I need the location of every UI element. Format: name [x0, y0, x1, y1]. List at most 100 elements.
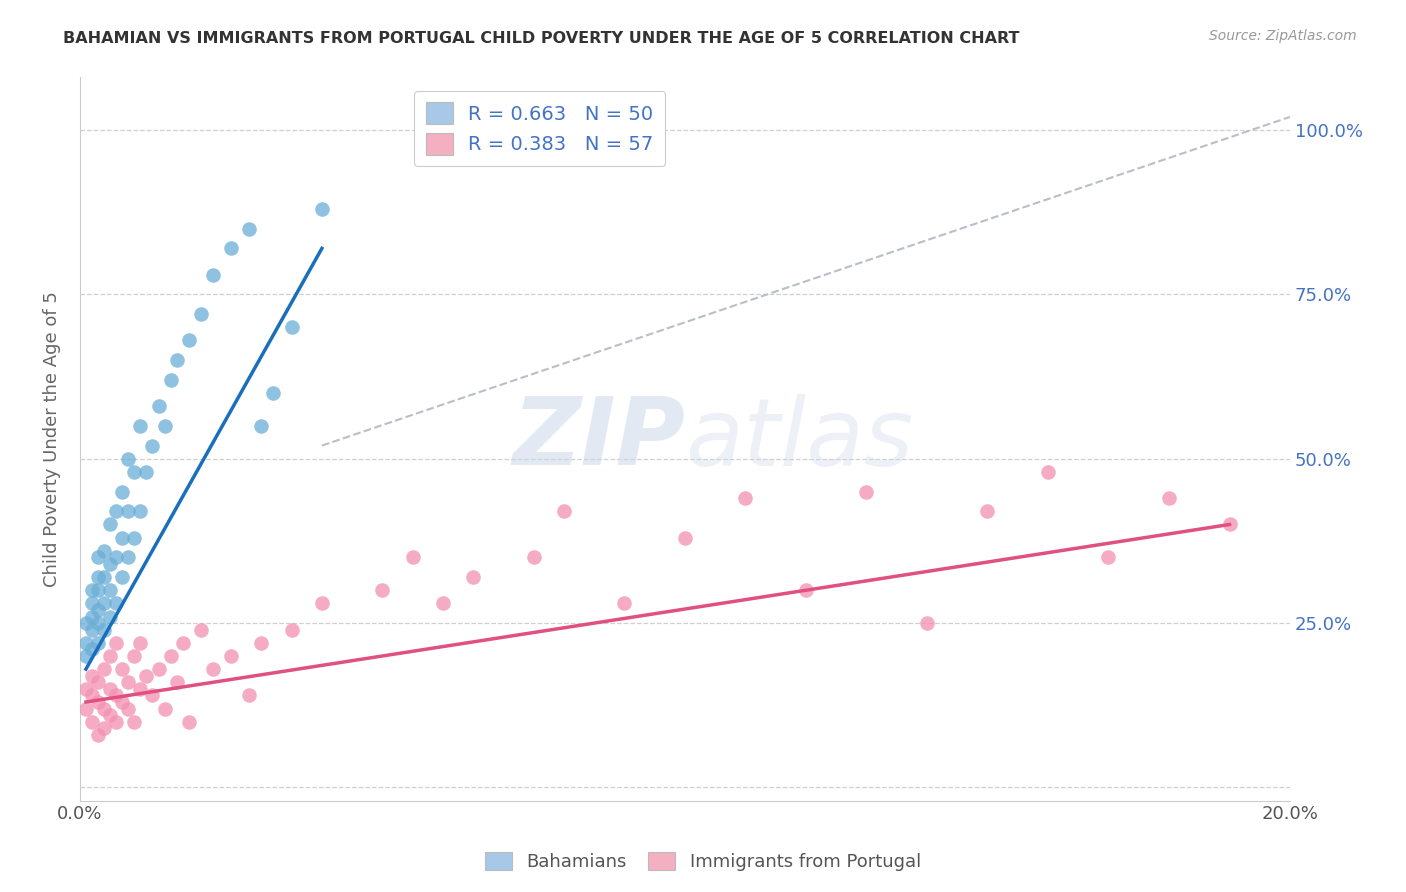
Point [80, 669, 103, 683]
Point [98, 681, 121, 696]
Point [124, 465, 146, 479]
Point [93, 662, 115, 676]
Point [250, 636, 273, 650]
Point [153, 701, 176, 715]
Point [117, 451, 139, 466]
Point [190, 623, 212, 637]
Point [280, 320, 302, 334]
Point [219, 241, 242, 255]
Point [75, 701, 97, 715]
Point [401, 550, 423, 565]
Legend: Bahamians, Immigrants from Portugal: Bahamians, Immigrants from Portugal [478, 845, 928, 879]
Point [915, 616, 938, 631]
Point [976, 504, 998, 518]
Text: Source: ZipAtlas.com: Source: ZipAtlas.com [1209, 29, 1357, 43]
Point [111, 484, 134, 499]
Point [190, 307, 212, 321]
Point [129, 681, 152, 696]
Point [141, 689, 163, 703]
Point [87, 603, 110, 617]
Point [263, 386, 285, 401]
Text: BAHAMIAN VS IMMIGRANTS FROM PORTUGAL CHILD POVERTY UNDER THE AGE OF 5 CORRELATIO: BAHAMIAN VS IMMIGRANTS FROM PORTUGAL CHI… [63, 31, 1019, 46]
Point [238, 221, 260, 235]
Point [93, 721, 115, 735]
Point [98, 557, 121, 571]
Text: atlas: atlas [685, 393, 912, 484]
Point [87, 695, 110, 709]
Point [93, 623, 115, 637]
Point [219, 648, 242, 663]
Point [1097, 550, 1119, 565]
Point [87, 550, 110, 565]
Point [87, 583, 110, 598]
Point [111, 570, 134, 584]
Point [159, 373, 181, 387]
Point [105, 504, 128, 518]
Point [135, 669, 157, 683]
Point [129, 418, 152, 433]
Point [105, 714, 128, 729]
Point [87, 636, 110, 650]
Legend: R = 0.663   N = 50, R = 0.383   N = 57: R = 0.663 N = 50, R = 0.383 N = 57 [413, 91, 665, 166]
Text: ZIP: ZIP [512, 393, 685, 485]
Point [153, 418, 176, 433]
Point [87, 728, 110, 742]
Point [93, 543, 115, 558]
Point [87, 570, 110, 584]
Point [98, 648, 121, 663]
Point [111, 531, 134, 545]
Point [1157, 491, 1180, 506]
Point [135, 465, 157, 479]
Point [80, 689, 103, 703]
Point [80, 609, 103, 624]
Point [311, 202, 333, 216]
Point [124, 714, 146, 729]
Point [80, 642, 103, 657]
Point [98, 708, 121, 723]
Point [523, 550, 546, 565]
Point [166, 353, 188, 368]
Point [75, 681, 97, 696]
Point [98, 517, 121, 532]
Point [673, 531, 696, 545]
Point [177, 714, 200, 729]
Point [201, 268, 224, 282]
Point [238, 689, 260, 703]
Point [280, 623, 302, 637]
Point [117, 701, 139, 715]
Point [75, 648, 97, 663]
Point [80, 596, 103, 610]
Point [93, 570, 115, 584]
Point [172, 636, 194, 650]
Point [80, 583, 103, 598]
Point [148, 662, 170, 676]
Point [105, 596, 128, 610]
Point [117, 550, 139, 565]
Point [1218, 517, 1240, 532]
Point [311, 596, 333, 610]
Point [117, 504, 139, 518]
Point [105, 550, 128, 565]
Point [159, 648, 181, 663]
Point [105, 636, 128, 650]
Point [75, 616, 97, 631]
Point [250, 418, 273, 433]
Point [98, 609, 121, 624]
Point [371, 583, 394, 598]
Point [124, 648, 146, 663]
Point [105, 689, 128, 703]
Point [177, 334, 200, 348]
Point [129, 636, 152, 650]
Point [124, 531, 146, 545]
Point [148, 399, 170, 413]
Point [80, 714, 103, 729]
Point [734, 491, 756, 506]
Point [80, 623, 103, 637]
Point [93, 701, 115, 715]
Point [201, 662, 224, 676]
Point [87, 675, 110, 690]
Point [141, 439, 163, 453]
Point [613, 596, 636, 610]
Point [166, 675, 188, 690]
Point [117, 675, 139, 690]
